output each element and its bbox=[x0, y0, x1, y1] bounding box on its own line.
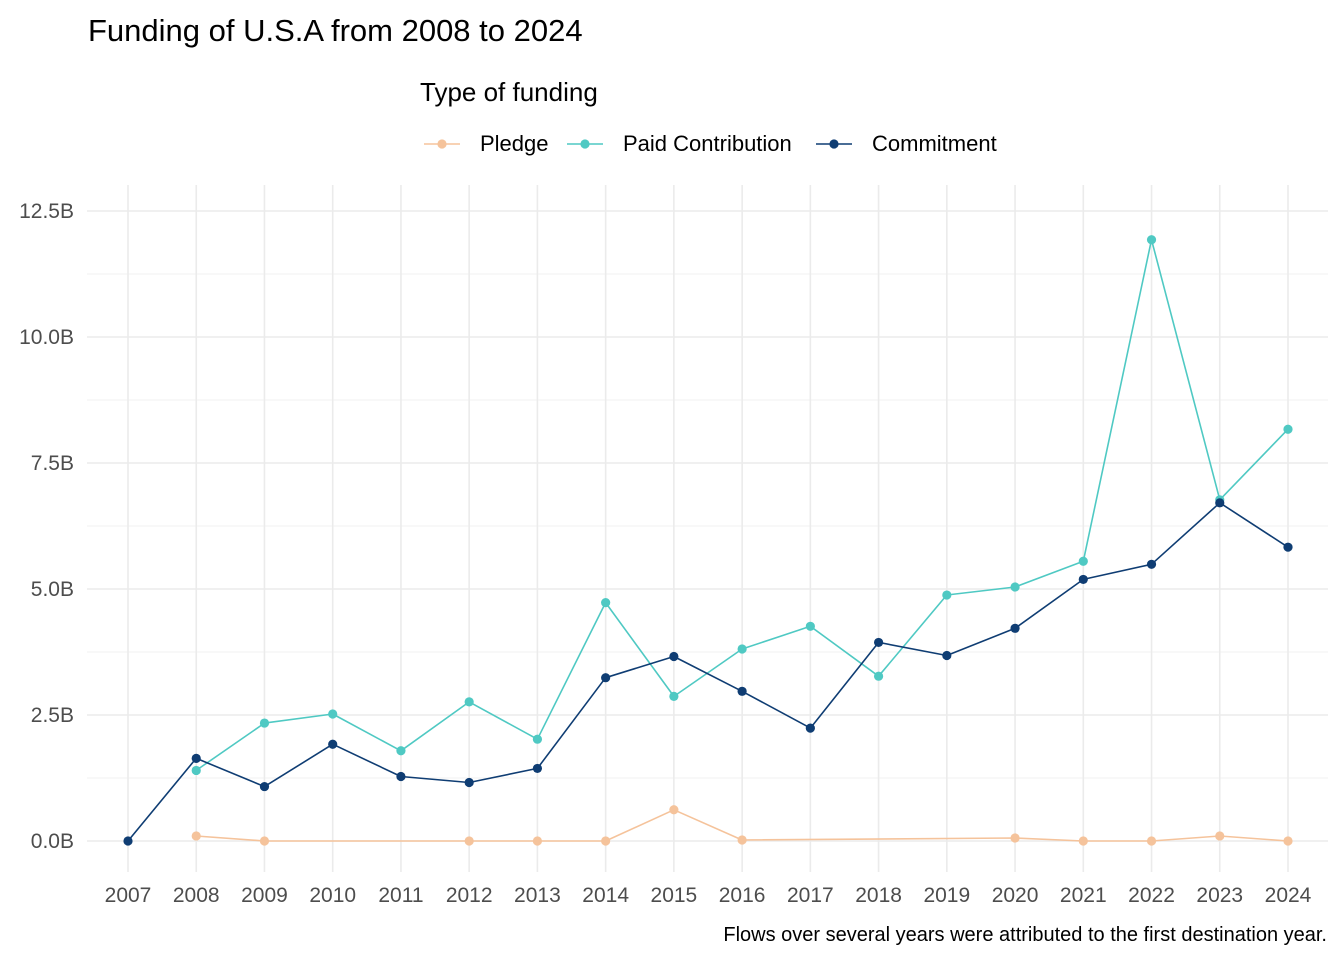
data-point-pledge[interactable] bbox=[669, 805, 679, 815]
data-point-commitment[interactable] bbox=[328, 739, 338, 749]
data-point-paid-contribution[interactable] bbox=[669, 691, 679, 701]
legend-key-point bbox=[580, 139, 590, 149]
data-point-paid-contribution[interactable] bbox=[328, 709, 338, 719]
data-point-pledge[interactable] bbox=[259, 836, 270, 846]
data-point-commitment[interactable] bbox=[259, 781, 270, 792]
data-point-pledge[interactable] bbox=[1215, 831, 1225, 841]
legend-label: Pledge bbox=[480, 131, 549, 156]
data-point-pledge[interactable] bbox=[601, 836, 611, 846]
legend: Pledge Paid Contribution Commitment bbox=[424, 131, 997, 156]
data-point-paid-contribution[interactable] bbox=[1283, 424, 1293, 434]
data-point-commitment[interactable] bbox=[669, 651, 679, 662]
x-tick-label: 2008 bbox=[173, 884, 220, 907]
chart-caption: Flows over several years were attributed… bbox=[723, 924, 1327, 946]
data-point-pledge[interactable] bbox=[1146, 836, 1157, 846]
data-point-commitment[interactable] bbox=[1078, 574, 1088, 585]
data-point-commitment[interactable] bbox=[1146, 559, 1157, 569]
y-tick-label: 12.5B bbox=[19, 200, 74, 223]
y-tick-label: 7.5B bbox=[31, 452, 74, 475]
legend-item-paid-contribution: Paid Contribution bbox=[567, 131, 792, 156]
data-point-commitment[interactable] bbox=[123, 836, 133, 846]
data-point-pledge[interactable] bbox=[1010, 833, 1020, 843]
data-point-paid-contribution[interactable] bbox=[259, 718, 270, 728]
y-tick-label: 2.5B bbox=[31, 704, 74, 727]
legend-title: Type of funding bbox=[420, 77, 598, 107]
data-point-commitment[interactable] bbox=[396, 771, 406, 782]
series-line-pledge bbox=[196, 809, 1289, 842]
x-tick-label: 2010 bbox=[309, 884, 356, 907]
x-tick-label: 2023 bbox=[1196, 884, 1243, 907]
data-point-commitment[interactable] bbox=[601, 673, 611, 683]
data-point-commitment[interactable] bbox=[191, 753, 201, 763]
data-point-paid-contribution[interactable] bbox=[1010, 582, 1020, 592]
x-tick-label: 2024 bbox=[1265, 884, 1312, 907]
legend-label: Paid Contribution bbox=[623, 131, 792, 156]
data-point-commitment[interactable] bbox=[942, 650, 952, 661]
y-tick-label: 5.0B bbox=[31, 578, 74, 601]
data-point-paid-contribution[interactable] bbox=[942, 590, 952, 600]
data-point-commitment[interactable] bbox=[873, 637, 884, 648]
legend-item-commitment: Commitment bbox=[816, 131, 997, 156]
data-point-pledge[interactable] bbox=[532, 836, 543, 846]
data-point-pledge[interactable] bbox=[191, 831, 201, 841]
x-tick-label: 2018 bbox=[855, 884, 902, 907]
x-tick-label: 2011 bbox=[378, 884, 423, 907]
data-point-commitment[interactable] bbox=[1010, 623, 1020, 633]
x-tick-label: 2017 bbox=[787, 884, 834, 907]
legend-label: Commitment bbox=[872, 131, 997, 156]
legend-key-point bbox=[437, 139, 447, 149]
y-tick-label: 10.0B bbox=[19, 326, 74, 349]
legend-key-point bbox=[829, 139, 839, 149]
data-point-paid-contribution[interactable] bbox=[601, 598, 611, 608]
x-tick-label: 2012 bbox=[446, 884, 493, 907]
axes: 0.0B 2.5B 5.0B 7.5B 10.0B 12.5B 2007 2008 2009 20… bbox=[19, 200, 1312, 907]
chart-title: Funding of U.S.A from 2008 to 2024 bbox=[88, 13, 583, 48]
data-point-commitment[interactable] bbox=[464, 777, 474, 788]
data-point-paid-contribution[interactable] bbox=[737, 644, 747, 654]
x-tick-label: 2021 bbox=[1060, 884, 1107, 907]
data-point-commitment[interactable] bbox=[805, 723, 815, 733]
data-point-pledge[interactable] bbox=[1078, 836, 1088, 846]
data-point-paid-contribution[interactable] bbox=[805, 621, 815, 631]
x-tick-label: 2015 bbox=[651, 884, 698, 907]
data-point-pledge[interactable] bbox=[737, 835, 747, 845]
legend-item-pledge: Pledge bbox=[424, 131, 549, 156]
x-tick-label: 2013 bbox=[514, 884, 561, 907]
series-paid-contribution bbox=[191, 235, 1293, 776]
data-point-pledge[interactable] bbox=[1283, 836, 1293, 846]
y-tick-label: 0.0B bbox=[31, 830, 74, 853]
series-pledge bbox=[191, 805, 1293, 846]
x-tick-label: 2014 bbox=[582, 884, 629, 907]
series-line-commitment bbox=[127, 502, 1289, 842]
data-point-paid-contribution[interactable] bbox=[1146, 235, 1157, 245]
data-point-pledge[interactable] bbox=[464, 836, 474, 846]
data-point-commitment[interactable] bbox=[1283, 542, 1293, 552]
x-tick-label: 2016 bbox=[719, 884, 766, 907]
data-point-commitment[interactable] bbox=[532, 763, 543, 774]
data-point-paid-contribution[interactable] bbox=[873, 671, 884, 681]
data-point-paid-contribution[interactable] bbox=[396, 746, 406, 756]
data-point-paid-contribution[interactable] bbox=[191, 765, 201, 776]
x-tick-label: 2009 bbox=[241, 884, 288, 907]
series-layer bbox=[123, 235, 1293, 846]
x-tick-label: 2022 bbox=[1128, 884, 1175, 907]
data-point-commitment[interactable] bbox=[737, 686, 747, 696]
x-tick-label: 2007 bbox=[105, 884, 152, 907]
data-point-paid-contribution[interactable] bbox=[464, 697, 474, 707]
grid bbox=[87, 185, 1328, 872]
data-point-commitment[interactable] bbox=[1215, 498, 1225, 508]
data-point-paid-contribution[interactable] bbox=[1078, 556, 1088, 566]
x-tick-label: 2019 bbox=[923, 884, 970, 907]
series-commitment bbox=[123, 498, 1293, 846]
x-tick-label: 2020 bbox=[992, 884, 1039, 907]
data-point-paid-contribution[interactable] bbox=[532, 734, 543, 744]
